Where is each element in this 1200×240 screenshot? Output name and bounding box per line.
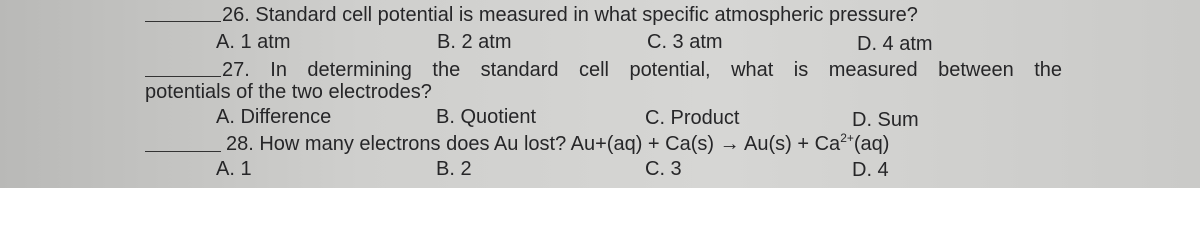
worksheet: 26. Standard cell potential is measured … (0, 0, 1200, 188)
question: potentials of the two electrodes? (145, 81, 432, 103)
choice: C. Product (645, 107, 740, 129)
choice: D. 4 atm (857, 33, 933, 55)
choice: B. 2 (436, 158, 472, 180)
question-text: 28. How many electrons does Au lost? Au+… (226, 133, 841, 155)
choice: A. 1 (216, 158, 252, 180)
choice: C. 3 (645, 158, 682, 180)
answer-blank (145, 151, 221, 152)
question-text: (aq) (853, 133, 890, 155)
choice: A. 1 atm (216, 31, 291, 53)
answer-blank (145, 76, 221, 77)
choice: B. Quotient (436, 106, 537, 128)
choice: D. Sum (852, 109, 919, 131)
superscript: 2+ (840, 131, 854, 145)
answer-blank (145, 21, 221, 22)
question: 27. In determining the standard cell pot… (222, 59, 1062, 81)
choice: D. 4 (852, 159, 889, 181)
question: 28. How many electrons does Au lost? Au+… (226, 132, 889, 156)
choice: A. Difference (216, 106, 332, 128)
question: 26. Standard cell potential is measured … (222, 4, 918, 26)
choice: C. 3 atm (647, 31, 723, 53)
choice: B. 2 atm (437, 31, 512, 53)
